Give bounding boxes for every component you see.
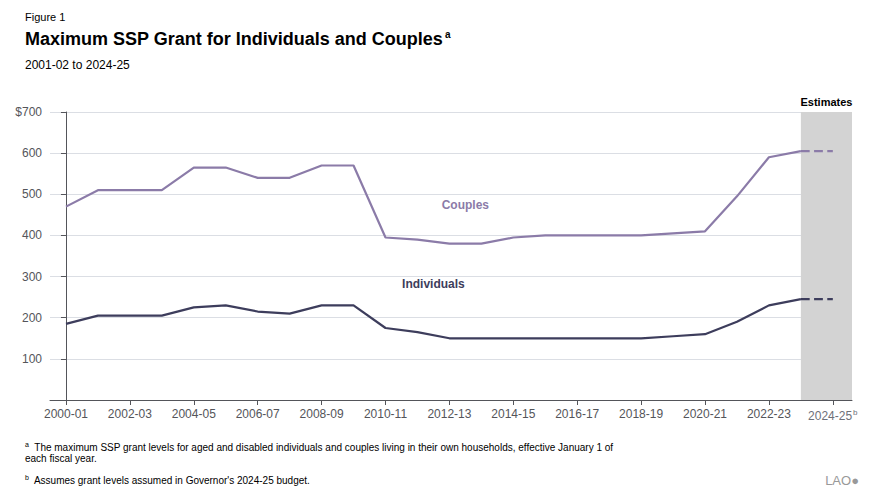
svg-text:Couples: Couples bbox=[442, 198, 490, 212]
svg-text:2010-11: 2010-11 bbox=[364, 407, 407, 421]
svg-text:2024-25: 2024-25 bbox=[808, 409, 852, 423]
svg-text:each fiscal year.: each fiscal year. bbox=[25, 453, 97, 464]
svg-text:2018-19: 2018-19 bbox=[619, 407, 663, 421]
svg-text:Assumes grant levels assumed i: Assumes grant levels assumed in Governor… bbox=[29, 475, 310, 486]
svg-text:300: 300 bbox=[22, 270, 42, 284]
svg-text:2008-09: 2008-09 bbox=[300, 407, 344, 421]
svg-text:2014-15: 2014-15 bbox=[491, 407, 535, 421]
svg-text:600: 600 bbox=[22, 146, 42, 160]
svg-text:2004-05: 2004-05 bbox=[172, 407, 216, 421]
svg-text:2016-17: 2016-17 bbox=[555, 407, 599, 421]
svg-text:The maximum SSP grant levels f: The maximum SSP grant levels for aged an… bbox=[29, 442, 616, 453]
svg-text:Maximum SSP Grant for Individu: Maximum SSP Grant for Individuals and Co… bbox=[25, 29, 443, 49]
svg-text:a: a bbox=[25, 441, 29, 448]
svg-text:2020-21: 2020-21 bbox=[683, 407, 727, 421]
svg-text:100: 100 bbox=[22, 352, 42, 366]
svg-text:400: 400 bbox=[22, 228, 42, 242]
svg-text:Individuals: Individuals bbox=[402, 277, 465, 291]
svg-text:2001-02 to 2024-25: 2001-02 to 2024-25 bbox=[25, 58, 130, 72]
svg-text:2012-13: 2012-13 bbox=[427, 407, 471, 421]
svg-text:Estimates: Estimates bbox=[800, 96, 852, 108]
svg-text:200: 200 bbox=[22, 311, 42, 325]
svg-text:$700: $700 bbox=[15, 105, 42, 119]
svg-text:500: 500 bbox=[22, 187, 42, 201]
svg-text:2006-07: 2006-07 bbox=[236, 407, 280, 421]
svg-text:2000-01: 2000-01 bbox=[44, 407, 88, 421]
svg-text:2022-23: 2022-23 bbox=[747, 407, 791, 421]
svg-text:Figure 1: Figure 1 bbox=[25, 11, 65, 23]
svg-text:a: a bbox=[445, 29, 451, 40]
svg-text:b: b bbox=[25, 474, 29, 481]
svg-text:2002-03: 2002-03 bbox=[108, 407, 152, 421]
svg-text:b: b bbox=[853, 408, 858, 417]
svg-text:LAO●: LAO● bbox=[825, 473, 859, 488]
